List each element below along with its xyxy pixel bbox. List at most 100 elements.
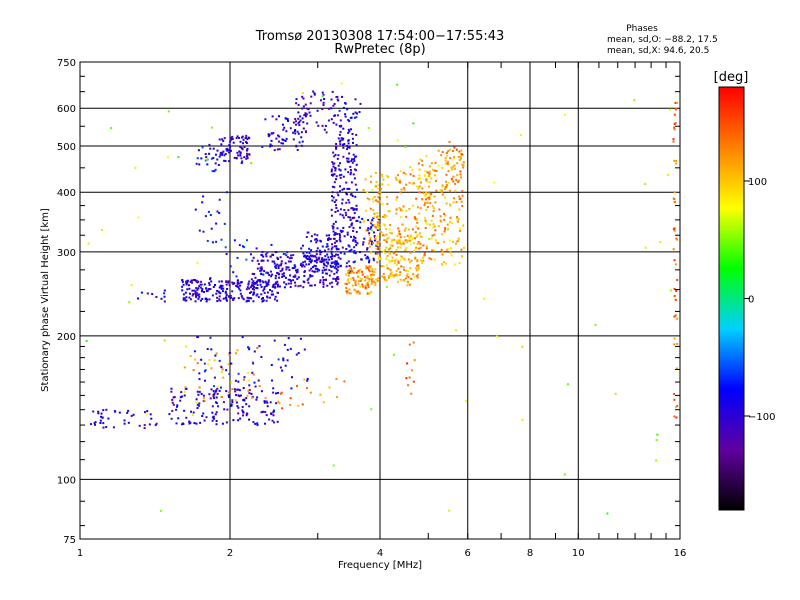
- data-point: [413, 250, 416, 252]
- data-point: [419, 235, 422, 238]
- data-point: [345, 262, 348, 265]
- data-point: [270, 412, 272, 415]
- data-point: [328, 274, 331, 277]
- data-point: [240, 162, 243, 165]
- data-point: [384, 224, 387, 227]
- data-point: [266, 283, 269, 286]
- data-point: [342, 175, 345, 178]
- data-point: [455, 329, 458, 332]
- data-point: [193, 350, 196, 353]
- data-point: [295, 269, 297, 272]
- data-point: [378, 240, 381, 243]
- data-point: [266, 296, 269, 299]
- data-point: [290, 257, 293, 259]
- data-point: [350, 292, 353, 295]
- data-point: [195, 287, 198, 290]
- data-point: [418, 174, 421, 177]
- data-point: [656, 433, 659, 436]
- data-point: [291, 376, 293, 379]
- data-point: [495, 335, 498, 338]
- data-point: [215, 411, 218, 414]
- data-point: [215, 389, 218, 392]
- data-point: [275, 392, 277, 395]
- data-point: [333, 255, 336, 258]
- data-point: [369, 266, 372, 269]
- data-point: [350, 128, 352, 131]
- data-point: [352, 141, 354, 144]
- data-point: [397, 280, 399, 283]
- data-point: [426, 180, 429, 183]
- data-point: [301, 107, 304, 110]
- data-point: [274, 265, 277, 268]
- data-point: [343, 252, 346, 255]
- data-point: [461, 255, 463, 258]
- colorbar-label: [deg]: [714, 70, 749, 85]
- data-point: [377, 277, 380, 280]
- data-point: [241, 160, 244, 163]
- data-point: [228, 373, 231, 375]
- data-point: [100, 412, 103, 415]
- data-point: [282, 357, 285, 360]
- data-point: [191, 281, 193, 284]
- data-point: [339, 169, 342, 172]
- data-point: [348, 146, 351, 149]
- data-point: [418, 191, 421, 194]
- data-point: [389, 273, 392, 276]
- data-point: [375, 185, 378, 188]
- data-point: [300, 131, 303, 134]
- data-point: [352, 173, 355, 176]
- data-point: [417, 267, 420, 270]
- data-point: [206, 163, 209, 166]
- data-point: [357, 269, 360, 272]
- data-point: [372, 209, 375, 212]
- data-point: [233, 388, 236, 391]
- data-point: [228, 391, 231, 394]
- data-point: [343, 380, 346, 383]
- data-point: [311, 275, 314, 277]
- data-point: [300, 136, 303, 139]
- data-point: [295, 145, 298, 148]
- data-point: [235, 275, 238, 278]
- data-point: [250, 392, 253, 395]
- data-point: [358, 292, 361, 295]
- data-point: [270, 364, 273, 366]
- data-point: [370, 175, 373, 178]
- data-point: [297, 117, 300, 120]
- data-point: [390, 273, 393, 276]
- data-point: [236, 256, 239, 259]
- data-point: [389, 268, 392, 271]
- data-point: [381, 176, 384, 178]
- data-point: [328, 234, 331, 237]
- data-point: [395, 212, 398, 215]
- data-point: [321, 95, 324, 98]
- data-point: [381, 203, 384, 206]
- data-point: [313, 92, 316, 95]
- data-point: [301, 403, 304, 406]
- data-point: [273, 262, 276, 265]
- data-point: [389, 244, 392, 247]
- data-point: [266, 259, 269, 262]
- data-point: [385, 233, 388, 236]
- data-point: [388, 268, 391, 271]
- data-point: [395, 178, 398, 181]
- data-point: [248, 379, 251, 382]
- data-point: [676, 342, 679, 345]
- data-point: [440, 154, 443, 157]
- data-point: [197, 297, 200, 300]
- data-point: [444, 262, 447, 265]
- data-point: [183, 409, 186, 412]
- data-point: [270, 139, 273, 142]
- data-point: [673, 295, 676, 298]
- data-point: [366, 255, 369, 258]
- data-point: [212, 393, 215, 396]
- data-point: [238, 395, 241, 398]
- data-point: [295, 120, 297, 123]
- data-point: [231, 290, 234, 293]
- data-point: [278, 285, 281, 288]
- data-point: [272, 132, 275, 135]
- data-point: [433, 233, 436, 236]
- data-point: [261, 250, 264, 253]
- data-point: [395, 253, 398, 256]
- data-point: [243, 376, 246, 379]
- data-point: [416, 221, 419, 224]
